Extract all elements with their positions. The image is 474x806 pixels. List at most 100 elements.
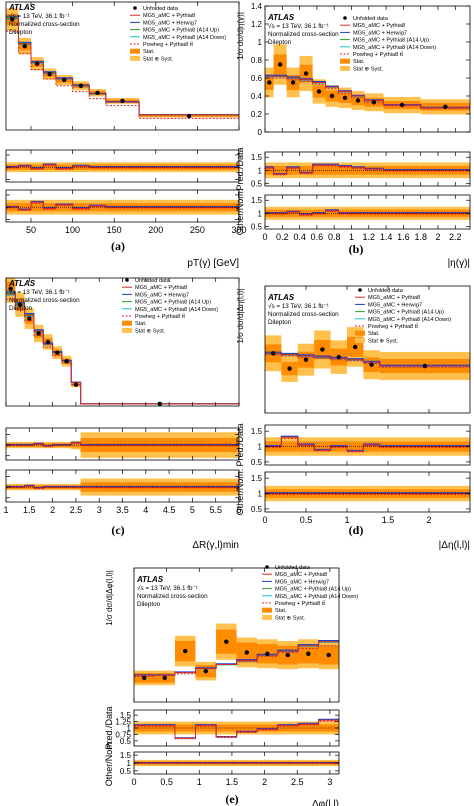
atlas-label: ATLAS [267, 13, 295, 22]
axes-frame [264, 5, 471, 133]
axes-frame [264, 285, 471, 414]
legend-label: Unfolded data [135, 278, 171, 284]
legend-label: MG5_aMC + Pythia8 (A14 Up) [368, 310, 444, 316]
x-tick-label: 6 [236, 505, 241, 515]
legend-label: Powheg + Pythia8 tt̄ [135, 313, 185, 320]
data-point [183, 648, 188, 654]
data-point [162, 675, 167, 681]
ratio-stat-band [43, 164, 56, 170]
x-tick-label: 4 [143, 505, 148, 515]
ratio-stat-band [175, 724, 196, 732]
data-point [326, 652, 331, 658]
ratio-powheg-line [265, 211, 470, 216]
chart-panel-d: 1.510.51.510.50 0.5 1 1.5 2|Δη(l,l)|Pred./Da… [235, 285, 471, 551]
data-point [142, 675, 147, 681]
data-point [267, 80, 272, 85]
legend-label: MG5_aMC + Pythia8 (A14 Up) [275, 587, 351, 593]
norm-label: Normalized cross-section [268, 31, 339, 38]
x-axis-label: |Δη(l,l)| [439, 540, 470, 551]
data-point [422, 363, 428, 369]
x-tick-label: 1 [3, 505, 8, 515]
chart-panel-a: 50 100 150 200 250 300 pT(γ) [GeV] (a) Unfolded … [5, 1, 247, 269]
x-tick-label: 2.2 [449, 232, 462, 242]
data-point [120, 98, 125, 104]
ratio-top-ylabel: Pred./Data [235, 423, 245, 466]
legend-label: MG5_aMC + Pythia8 (A14 Down) [353, 45, 436, 51]
legend-marker-syst [130, 55, 140, 61]
legend-label: MG5_aMC + Pythia8 (A14 Up) [135, 300, 211, 306]
axes-frame [264, 471, 471, 513]
legend-label: MG5_aMC + Herwig7 [135, 292, 189, 298]
legend-label: Stat. [143, 49, 155, 55]
y-tick-label: 0.5 [251, 222, 263, 231]
y-tick-label: 1.4 [251, 2, 263, 11]
pythia8-line [134, 641, 339, 676]
y-tick-label: 1.25 [115, 718, 131, 727]
data-point [35, 61, 40, 66]
powheg-line [265, 77, 470, 110]
legend-label: Powheg + Pythia8 tt̄ [143, 41, 193, 48]
energy-label: √s = 13 TeV, 36.1 fb⁻¹ [137, 585, 198, 592]
legend-label: MG5_aMC + Pythia8 [135, 285, 187, 291]
axes-frame [5, 149, 240, 183]
ratio-stat-band [277, 724, 299, 732]
legend-label: Stat ⊕ Syst. [275, 615, 306, 621]
atlas-label: ATLAS [136, 575, 164, 584]
legend-marker-data [265, 565, 269, 569]
ratio-top-ylabel: Pred./Data [235, 147, 245, 190]
powheg-line [134, 645, 339, 677]
norm-label: Normalized cross-section [268, 311, 339, 318]
legend-label: MG5_aMC + Herwig7 [368, 302, 422, 308]
y-tick-label: 0.5 [120, 767, 132, 776]
herwig7-line [134, 640, 339, 676]
x-tick-label: 300 [231, 225, 246, 235]
y-tick-label: 1 [258, 38, 263, 47]
y-tick-label: 0.5 [251, 458, 263, 467]
main-ylabel: 1/σ dσ/d|Δφ(l,l)| [105, 570, 114, 626]
legend-label: Powheg + Pythia8 tt̄ [368, 323, 418, 330]
channel-label: Dilepton [9, 305, 33, 312]
x-tick-label: 250 [190, 225, 205, 235]
data-point [27, 316, 32, 321]
ratio-powheg-line [265, 438, 470, 453]
ratio-stat-band [299, 209, 313, 217]
x-tick-label: 2 [50, 505, 55, 515]
panel-label: (b) [349, 242, 364, 256]
panel-label: (d) [349, 523, 364, 537]
data-point [17, 302, 23, 307]
ratio-stat-band [257, 724, 278, 732]
legend-label: MG5_aMC + Pythia8 (A14 Down) [135, 307, 218, 313]
x-tick-label: 3.5 [116, 505, 129, 515]
legend-label: Stat. [368, 331, 380, 337]
y-tick-label: 1.5 [251, 196, 263, 205]
data-point [62, 77, 67, 83]
channel-label: Dilepton [268, 39, 292, 46]
legend-label: MG5_aMC + Pythia8 [275, 572, 327, 578]
panel-label: (c) [111, 523, 124, 537]
legend-marker-data [125, 278, 129, 282]
ratio-stat-band [195, 724, 217, 732]
legend-label: Stat ⊕ Syst. [368, 338, 399, 344]
legend-marker-stat [130, 48, 140, 54]
channel-label: Dilepton [268, 319, 292, 326]
y-tick-label: 0 [258, 128, 263, 137]
y-tick-label: 0.4 [251, 92, 263, 101]
data-point [271, 351, 276, 356]
axes-frame [264, 151, 471, 187]
axes-frame [133, 567, 340, 703]
norm-label: Normalized cross-section [9, 21, 80, 28]
data-point [55, 350, 60, 355]
data-point [64, 359, 69, 364]
pythia8-line [265, 352, 470, 367]
data-point [336, 354, 341, 360]
legend-label: MG5_aMC + Herwig7 [275, 579, 329, 585]
data-point [342, 95, 348, 101]
powheg-line [6, 30, 239, 119]
x-tick-label: 0.5 [160, 777, 173, 787]
x-tick-label: 50 [26, 225, 36, 235]
energy-label: √s = 13 TeV, 36.1 fb⁻¹ [268, 303, 329, 310]
x-tick-label: 1.5 [226, 777, 239, 787]
